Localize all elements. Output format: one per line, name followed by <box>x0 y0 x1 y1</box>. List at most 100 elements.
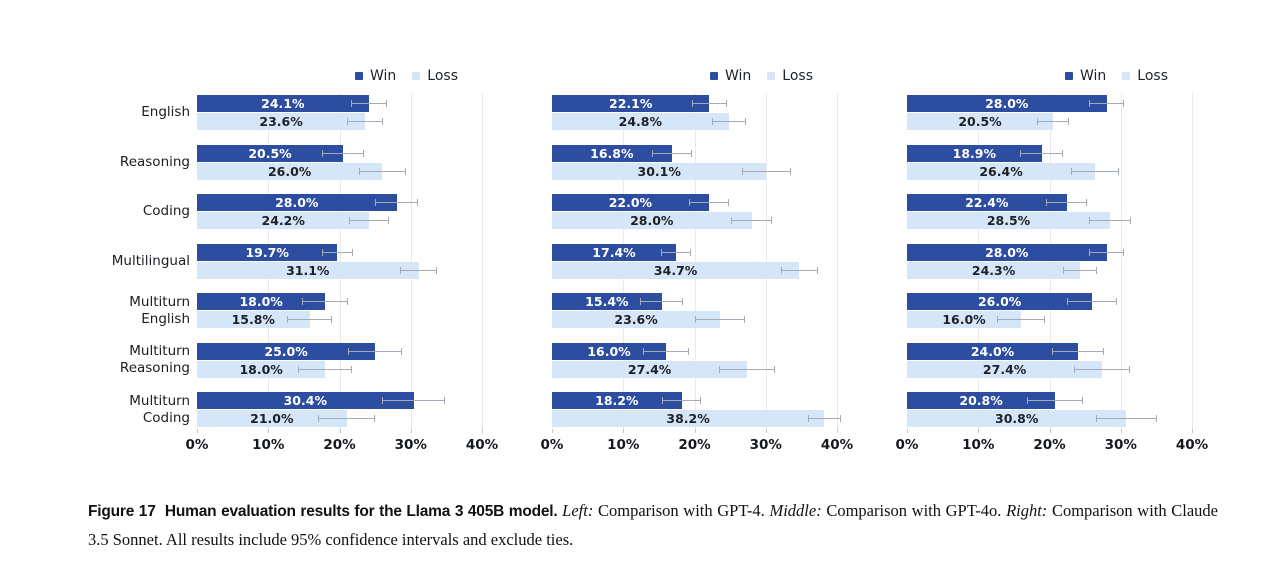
legend-item-win: Win <box>709 68 752 84</box>
loss-value-label: 38.2% <box>666 411 710 426</box>
win-legend-marker-icon <box>709 72 718 80</box>
gridline <box>765 93 767 429</box>
error-bar <box>302 298 349 305</box>
error-bar <box>350 100 387 107</box>
legend: Win Loss <box>552 66 837 86</box>
error-bar <box>996 316 1046 323</box>
win-value-label: 20.8% <box>959 393 1003 408</box>
loss-bar: 28.5% <box>907 212 1111 229</box>
error-bar <box>719 365 775 373</box>
error-bar <box>1088 100 1125 107</box>
loss-bar: 21.0% <box>197 410 347 427</box>
x-tick-label: 10% <box>962 437 995 453</box>
error-bar <box>640 298 684 305</box>
legend-label-loss: Loss <box>782 68 813 84</box>
chart-vs-claude35sonnet: Win Loss 28.0% 20.5% 18.9% 26.4% 22.4% 28.5% 28.… <box>896 0 1209 470</box>
loss-value-label: 28.0% <box>630 213 674 228</box>
loss-bar: 16.0% <box>907 311 1021 328</box>
win-value-label: 28.0% <box>275 195 319 210</box>
category-label-line: Reasoning <box>119 153 190 170</box>
win-bar: 28.0% <box>907 243 1107 261</box>
error-bar <box>661 248 691 256</box>
x-tick-mark <box>978 429 980 433</box>
loss-value-label: 23.6% <box>614 312 658 327</box>
error-bar <box>1070 167 1120 175</box>
error-bar <box>1067 298 1118 305</box>
gridline <box>1049 93 1051 429</box>
loss-legend-marker-icon <box>1122 72 1131 80</box>
error-bar <box>347 118 383 125</box>
legend-label-win: Win <box>724 68 752 84</box>
error-bar <box>1036 118 1070 125</box>
error-bar <box>643 347 689 355</box>
figure-label: Figure 17 <box>88 503 156 520</box>
legend: Win Loss <box>907 66 1192 86</box>
win-bar: 16.0% <box>552 342 666 360</box>
x-tick-mark <box>339 429 341 433</box>
x-tick-label: 30% <box>749 437 782 453</box>
gridline <box>978 93 980 429</box>
error-bar <box>688 199 729 206</box>
win-bar: 18.2% <box>552 392 682 409</box>
error-bar <box>358 167 406 175</box>
win-value-label: 18.9% <box>952 145 997 161</box>
error-bar <box>1063 266 1098 274</box>
x-tick-mark <box>623 429 625 433</box>
loss-bar: 18.0% <box>197 360 326 378</box>
loss-bar: 31.1% <box>197 261 419 279</box>
loss-value-label: 16.0% <box>942 312 986 327</box>
caption-position-word: Left: <box>562 501 594 520</box>
loss-value-label: 21.0% <box>250 411 294 426</box>
legend-item-win: Win <box>1064 68 1107 84</box>
category-label: Reasoning <box>40 145 190 180</box>
legend-label-win: Win <box>1079 68 1107 84</box>
win-bar: 26.0% <box>907 293 1093 310</box>
loss-value-label: 30.8% <box>995 411 1039 426</box>
x-tick-label: 40% <box>1175 437 1209 453</box>
figure-caption-heading: Figure 17 Human evaluation results for t… <box>88 503 558 520</box>
figure-caption: Figure 17 Human evaluation results for t… <box>88 497 1218 554</box>
caption-text-segment: Comparison with GPT-4o. <box>821 501 1007 520</box>
error-bar <box>349 217 390 224</box>
x-tick-label: 20% <box>1033 437 1066 453</box>
loss-value-label: 20.5% <box>958 114 1002 129</box>
error-bar <box>1045 199 1088 206</box>
loss-value-label: 34.7% <box>653 262 698 278</box>
win-bar: 20.5% <box>197 144 344 162</box>
error-bar <box>1088 248 1125 256</box>
x-tick-label: 20% <box>678 437 711 453</box>
x-tick-label: 10% <box>252 437 285 453</box>
plot-area: 24.1% 23.6% 20.5% 26.0% 28.0% 24.2% 19.7% 31.1%… <box>197 93 483 429</box>
x-axis: 0% 10% 20% 30% 40% <box>186 429 498 463</box>
win-bar: 20.8% <box>907 392 1056 409</box>
gridline <box>623 93 625 429</box>
loss-value-label: 24.8% <box>618 114 663 129</box>
x-tick-mark <box>694 429 696 433</box>
category-label: Multilingual <box>40 244 190 279</box>
win-bar: 18.9% <box>907 144 1042 162</box>
loss-bar: 27.4% <box>907 360 1103 378</box>
x-tick-mark <box>482 429 483 433</box>
win-value-label: 22.0% <box>608 195 653 210</box>
error-bar <box>286 316 333 323</box>
x-tick-label: 0% <box>185 437 209 453</box>
gridline <box>1120 93 1122 429</box>
plot-area: 22.1% 24.8% 16.8% 30.1% 22.0% 28.0% 17.4% 34.7%… <box>552 93 841 429</box>
win-bar: 16.8% <box>552 144 672 162</box>
loss-bar: 26.4% <box>907 162 1096 180</box>
x-tick-label: 0% <box>540 437 564 453</box>
gridline <box>482 93 483 429</box>
category-label-line: English <box>141 104 190 120</box>
win-value-label: 20.5% <box>248 145 292 161</box>
x-axis: 0% 10% 20% 30% 40% <box>896 429 1208 463</box>
win-bar: 24.1% <box>197 95 369 112</box>
win-value-label: 17.4% <box>592 244 636 260</box>
x-tick-mark <box>765 429 767 433</box>
chart-vs-gpt4o: Win Loss 22.1% 24.8% 16.8% 30.1% 22.0% 28.0% 17.… <box>541 0 854 470</box>
x-tick-mark <box>1120 429 1122 433</box>
loss-bar: 30.8% <box>907 410 1127 427</box>
win-bar: 28.0% <box>197 194 397 211</box>
error-bar <box>400 266 438 274</box>
error-bar <box>375 199 418 206</box>
